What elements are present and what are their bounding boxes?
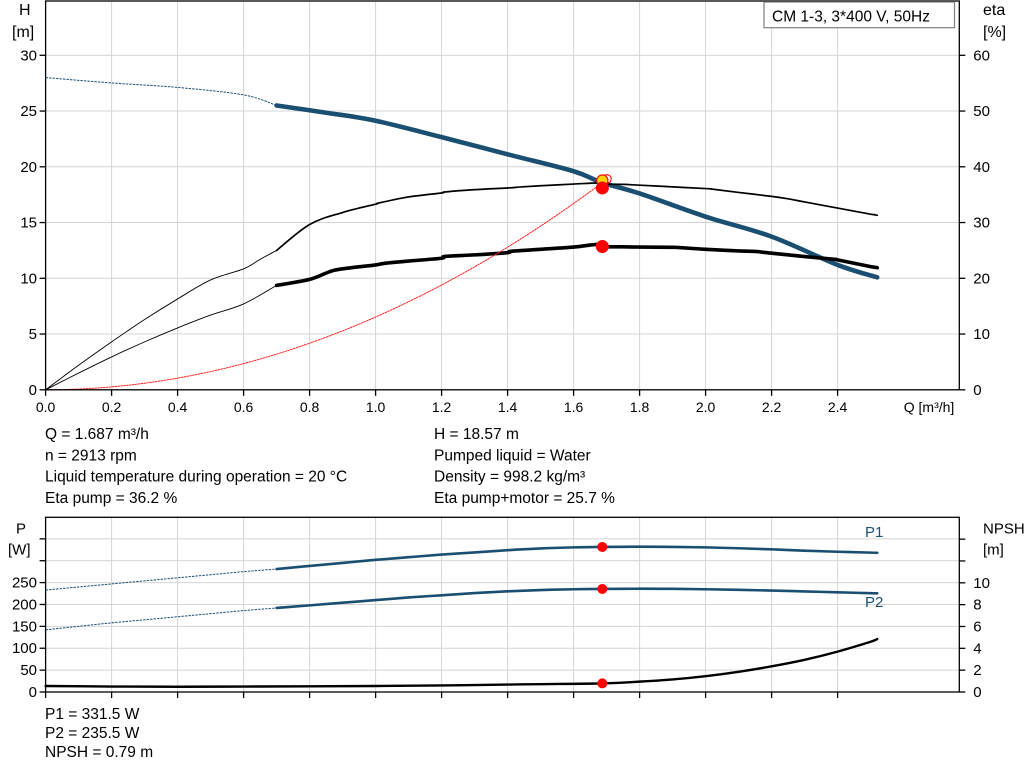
svg-text:50: 50 bbox=[20, 662, 37, 679]
svg-text:100: 100 bbox=[12, 640, 37, 657]
svg-text:0: 0 bbox=[973, 684, 981, 701]
svg-text:1.2: 1.2 bbox=[432, 399, 452, 415]
svg-text:H = 18.57 m: H = 18.57 m bbox=[434, 426, 519, 443]
svg-text:P2: P2 bbox=[865, 594, 883, 611]
svg-text:NPSH: NPSH bbox=[983, 520, 1024, 537]
svg-text:0.2: 0.2 bbox=[102, 399, 122, 415]
svg-text:20: 20 bbox=[973, 270, 990, 287]
svg-text:30: 30 bbox=[20, 47, 37, 64]
svg-text:8: 8 bbox=[973, 597, 981, 614]
svg-text:0: 0 bbox=[29, 684, 37, 701]
svg-text:[W]: [W] bbox=[8, 541, 31, 558]
svg-text:P1 = 331.5 W: P1 = 331.5 W bbox=[45, 706, 140, 723]
svg-text:20: 20 bbox=[20, 159, 37, 176]
svg-text:40: 40 bbox=[973, 159, 990, 176]
svg-text:1.6: 1.6 bbox=[564, 399, 584, 415]
svg-text:250: 250 bbox=[12, 575, 37, 592]
svg-text:[%]: [%] bbox=[983, 24, 1006, 41]
svg-text:200: 200 bbox=[12, 596, 37, 613]
svg-text:1.8: 1.8 bbox=[630, 399, 650, 415]
svg-text:25: 25 bbox=[20, 103, 37, 120]
svg-text:60: 60 bbox=[973, 47, 990, 64]
svg-text:0.0: 0.0 bbox=[36, 399, 56, 415]
svg-text:Eta pump+motor = 25.7 %: Eta pump+motor = 25.7 % bbox=[434, 490, 615, 507]
svg-text:0.4: 0.4 bbox=[168, 399, 188, 415]
svg-text:2: 2 bbox=[973, 662, 981, 679]
svg-text:1.0: 1.0 bbox=[366, 399, 386, 415]
svg-text:Q = 1.687 m³/h: Q = 1.687 m³/h bbox=[45, 426, 149, 443]
svg-text:150: 150 bbox=[12, 618, 37, 635]
svg-text:P1: P1 bbox=[865, 524, 883, 541]
svg-text:P: P bbox=[16, 520, 26, 537]
svg-text:5: 5 bbox=[29, 326, 37, 343]
svg-text:0.8: 0.8 bbox=[300, 399, 320, 415]
svg-text:30: 30 bbox=[973, 215, 990, 232]
svg-text:Eta pump = 36.2 %: Eta pump = 36.2 % bbox=[45, 490, 177, 507]
svg-text:NPSH = 0.79 m: NPSH = 0.79 m bbox=[45, 744, 153, 761]
svg-text:[m]: [m] bbox=[983, 541, 1004, 558]
svg-text:10: 10 bbox=[20, 270, 37, 287]
svg-text:0: 0 bbox=[29, 382, 37, 399]
svg-text:eta: eta bbox=[983, 2, 1005, 19]
svg-text:P2 = 235.5 W: P2 = 235.5 W bbox=[45, 725, 140, 742]
svg-text:CM 1-3, 3*400 V, 50Hz: CM 1-3, 3*400 V, 50Hz bbox=[772, 9, 930, 26]
svg-text:0: 0 bbox=[973, 382, 981, 399]
svg-text:H: H bbox=[19, 2, 31, 19]
svg-text:6: 6 bbox=[973, 618, 981, 635]
svg-text:2.4: 2.4 bbox=[828, 399, 848, 415]
svg-text:n = 2913 rpm: n = 2913 rpm bbox=[45, 447, 137, 464]
svg-text:2.0: 2.0 bbox=[696, 399, 716, 415]
svg-text:Density = 998.2 kg/m³: Density = 998.2 kg/m³ bbox=[434, 469, 585, 486]
svg-text:50: 50 bbox=[973, 103, 990, 120]
svg-text:4: 4 bbox=[973, 640, 981, 657]
svg-text:15: 15 bbox=[20, 215, 37, 232]
svg-text:10: 10 bbox=[973, 575, 990, 592]
svg-text:[m]: [m] bbox=[12, 24, 34, 41]
svg-text:Liquid temperature during oper: Liquid temperature during operation = 20… bbox=[45, 469, 347, 486]
svg-text:Pumped liquid = Water: Pumped liquid = Water bbox=[434, 447, 591, 464]
svg-text:Q [m³/h]: Q [m³/h] bbox=[904, 399, 955, 415]
svg-text:0.6: 0.6 bbox=[234, 399, 254, 415]
svg-text:1.4: 1.4 bbox=[498, 399, 518, 415]
svg-text:2.2: 2.2 bbox=[762, 399, 782, 415]
svg-text:10: 10 bbox=[973, 326, 990, 343]
